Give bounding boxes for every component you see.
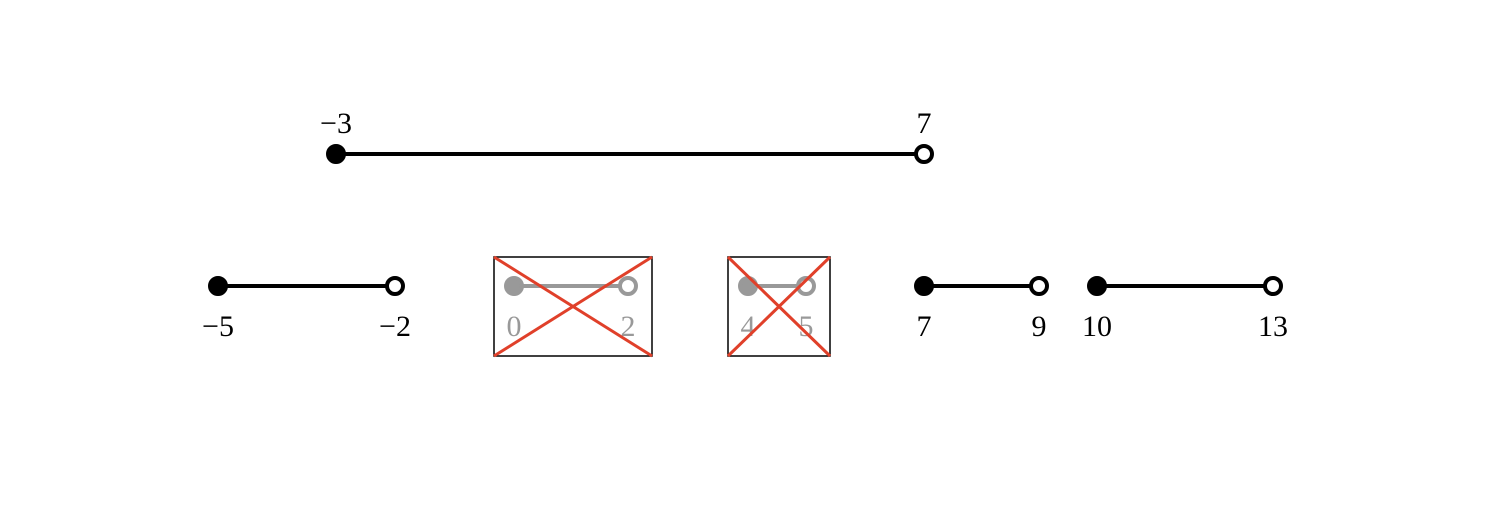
interval-1-end-label: 2 [621,310,636,343]
interval-4-end-label: 13 [1258,310,1288,343]
interval-0-open-endpoint [385,276,405,296]
interval-4-open-endpoint [1263,276,1283,296]
removed-box [727,256,831,357]
interval-3-start-label: 7 [917,310,932,343]
interval: −5 −2 [202,276,411,343]
interval: 10 13 [1082,276,1288,343]
interval-1-closed-endpoint [504,276,524,296]
top-interval-closed-endpoint [326,144,346,164]
interval-1-start-label: 0 [507,310,522,343]
interval-3-end-label: 9 [1032,310,1047,343]
interval-4-start-label: 10 [1082,310,1112,343]
interval-1-open-endpoint [618,276,638,296]
top-interval-open-endpoint [914,144,934,164]
interval-4-closed-endpoint [1087,276,1107,296]
interval-0-end-label: −2 [379,310,411,343]
cross-out-line [726,255,832,358]
interval-3-open-endpoint [1029,276,1049,296]
removed-box [493,256,653,357]
interval-0-closed-endpoint [208,276,228,296]
top-interval-start-label: −3 [320,107,352,140]
top-interval-group: −3 7 [320,107,934,164]
top-interval-end-label: 7 [917,107,932,140]
bottom-intervals-group: −5 −2 0 2 4 5 7 9 10 13 [202,255,1288,358]
interval-3-closed-endpoint [914,276,934,296]
cross-out-line [493,255,653,358]
interval-0-start-label: −5 [202,310,234,343]
